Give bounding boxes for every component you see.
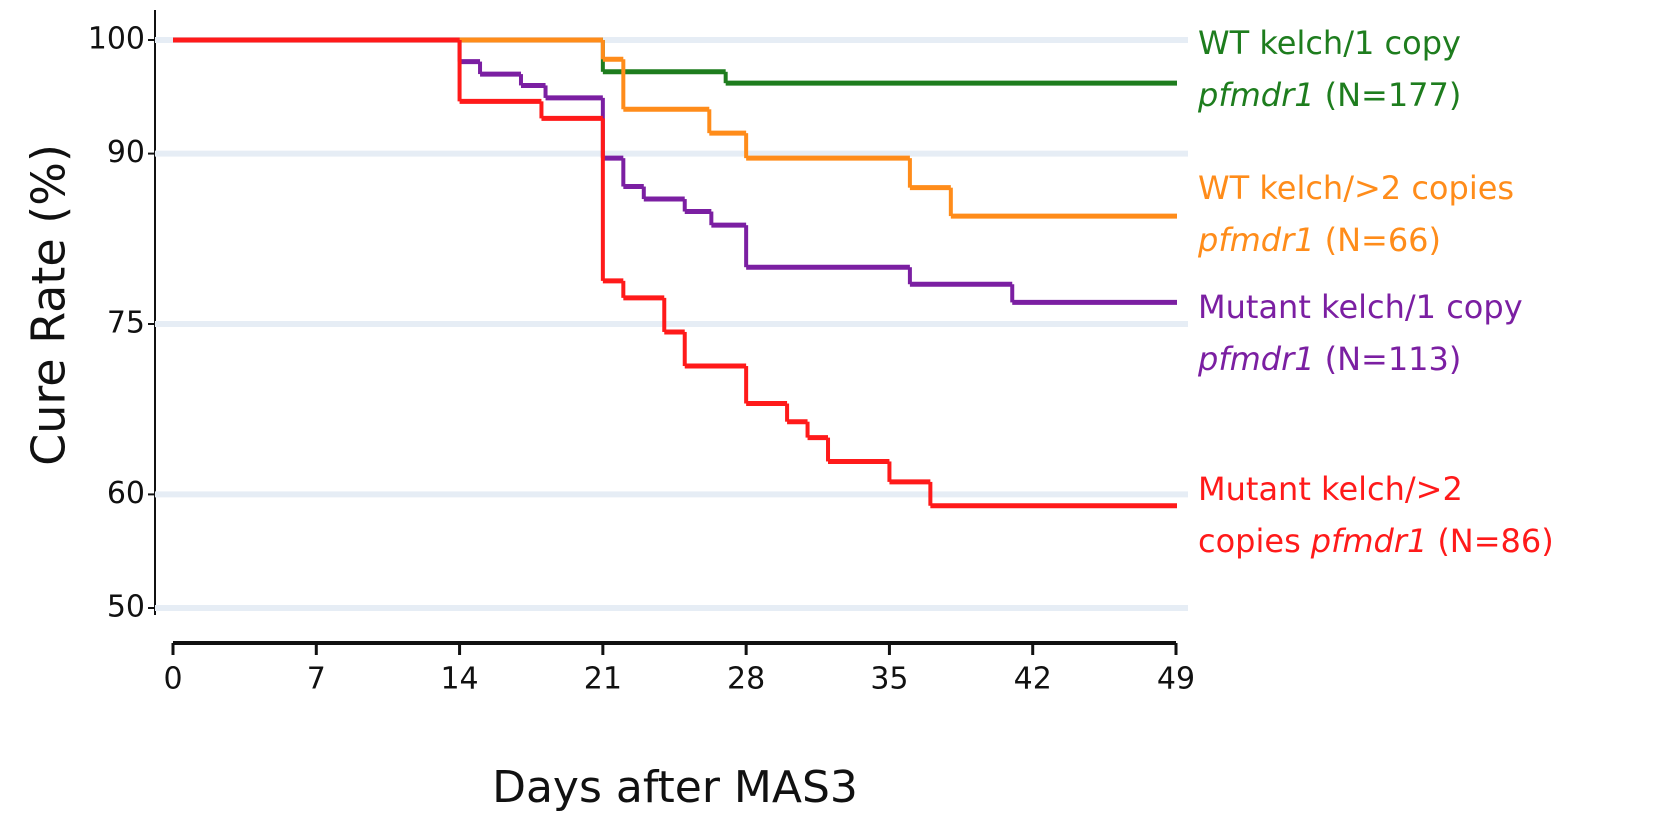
y-axis-title: Cure Rate (%): [22, 144, 76, 466]
x-axis-title: Days after MAS3: [492, 762, 858, 813]
legend-text: WT kelch/>2 copies: [1198, 169, 1514, 207]
legend-label: Mutant kelch/1 copy: [1198, 288, 1523, 326]
legend-text: (N=66): [1325, 221, 1441, 259]
legend-label: pfmdr1 (N=66): [1197, 221, 1441, 259]
legend-label: Mutant kelch/>2: [1198, 470, 1463, 508]
series-line: [173, 37, 1177, 509]
legend-text: (N=113): [1325, 340, 1462, 378]
y-tick-label: 90: [107, 135, 145, 170]
legend-text: pfmdr1: [1310, 522, 1428, 560]
legend-label: pfmdr1 (N=177): [1197, 76, 1461, 114]
legend-label: WT kelch/1 copy: [1198, 24, 1461, 62]
legend-text: pfmdr1: [1197, 340, 1315, 378]
x-tick-label: 49: [1157, 662, 1195, 697]
x-tick-label: 28: [727, 662, 765, 697]
legend-text: pfmdr1: [1197, 221, 1315, 259]
legend-text: Mutant kelch/>2: [1198, 470, 1463, 508]
y-tick-label: 100: [88, 22, 145, 57]
legend-text: pfmdr1: [1197, 76, 1315, 114]
legend-label: pfmdr1 (N=113): [1197, 340, 1461, 378]
legend-text: (N=177): [1325, 76, 1462, 114]
x-tick-label: 7: [307, 662, 326, 697]
legend-text: (N=86): [1437, 522, 1553, 560]
series-line: [173, 37, 1177, 219]
series-line: [173, 37, 1177, 305]
legend-label: copies pfmdr1 (N=86): [1198, 522, 1554, 560]
legend-text: Mutant kelch/1 copy: [1198, 288, 1523, 326]
legend-label: WT kelch/>2 copies: [1198, 169, 1514, 207]
y-tick-label: 50: [107, 590, 145, 625]
y-tick-label: 60: [107, 476, 145, 511]
series-line: [173, 37, 1177, 86]
legend-text: copies: [1198, 522, 1301, 560]
x-tick-label: 14: [440, 662, 478, 697]
x-tick-label: 21: [584, 662, 622, 697]
legend-text: WT kelch/1 copy: [1198, 24, 1461, 62]
y-tick-label: 75: [107, 306, 145, 341]
x-tick-label: 35: [870, 662, 908, 697]
x-tick-label: 0: [163, 662, 182, 697]
x-tick-label: 42: [1014, 662, 1052, 697]
